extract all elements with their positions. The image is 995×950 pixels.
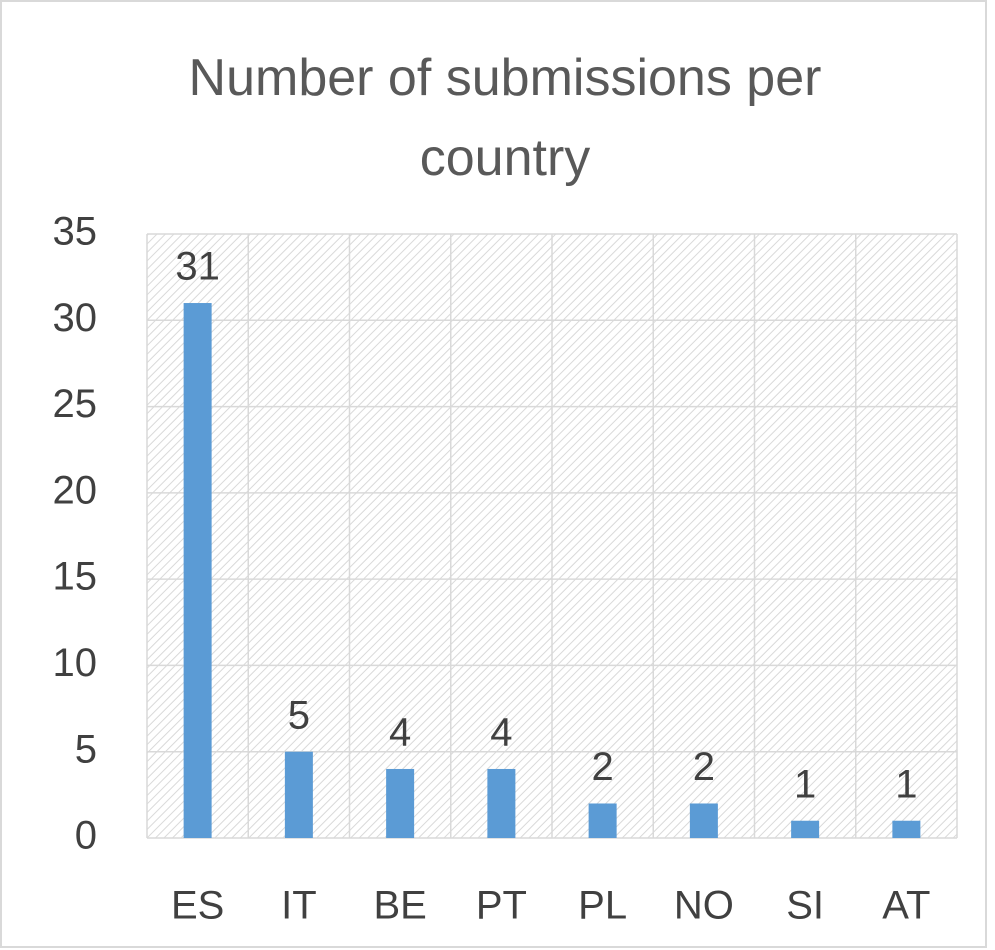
bar [689, 803, 718, 838]
chart-title: Number of submissions per country [188, 49, 822, 187]
y-tick-label: 0 [75, 814, 97, 858]
data-label: 5 [288, 693, 310, 737]
y-tick-label: 35 [53, 210, 98, 254]
data-label: 1 [794, 762, 816, 806]
bar [183, 303, 212, 838]
bar [487, 768, 516, 838]
y-tick-label: 25 [53, 382, 98, 426]
y-tick-label: 30 [53, 296, 98, 340]
y-tick-label: 15 [53, 555, 98, 599]
x-tick-label: IT [281, 884, 317, 928]
data-label: 4 [389, 711, 411, 755]
bar [588, 803, 617, 838]
y-tick-label: 20 [53, 468, 98, 512]
x-tick-label: NO [674, 884, 734, 928]
x-tick-label: BE [373, 884, 426, 928]
x-tick-label: SI [786, 884, 824, 928]
y-tick-label: 5 [75, 727, 97, 771]
data-label: 2 [592, 745, 614, 789]
data-label: 2 [693, 745, 715, 789]
bar [386, 768, 415, 838]
bar [791, 820, 820, 838]
data-label: 4 [490, 711, 512, 755]
x-tick-label: ES [171, 884, 224, 928]
x-tick-label: PT [476, 884, 527, 928]
bar [892, 820, 921, 838]
data-label: 1 [895, 762, 917, 806]
x-tick-label: AT [882, 884, 930, 928]
data-label: 31 [175, 245, 220, 289]
y-tick-label: 10 [53, 641, 98, 685]
bar [284, 751, 313, 838]
x-tick-label: PL [578, 884, 627, 928]
